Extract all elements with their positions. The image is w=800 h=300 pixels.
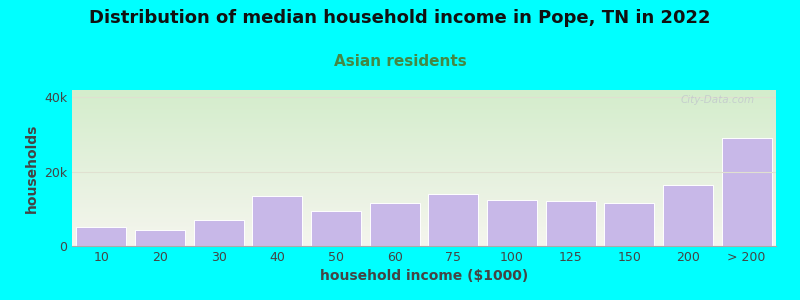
- Bar: [605, 203, 654, 246]
- Bar: [429, 194, 478, 246]
- Bar: [77, 227, 126, 246]
- Bar: [135, 230, 185, 246]
- Bar: [370, 203, 419, 246]
- Bar: [194, 220, 243, 246]
- Bar: [311, 211, 361, 246]
- X-axis label: household income ($1000): household income ($1000): [320, 269, 528, 284]
- Y-axis label: households: households: [25, 123, 38, 213]
- Bar: [546, 201, 595, 246]
- Text: Distribution of median household income in Pope, TN in 2022: Distribution of median household income …: [90, 9, 710, 27]
- Text: Asian residents: Asian residents: [334, 54, 466, 69]
- Bar: [487, 200, 537, 246]
- Bar: [663, 185, 713, 246]
- Bar: [722, 138, 771, 246]
- Bar: [253, 196, 302, 246]
- Text: City-Data.com: City-Data.com: [681, 95, 755, 105]
